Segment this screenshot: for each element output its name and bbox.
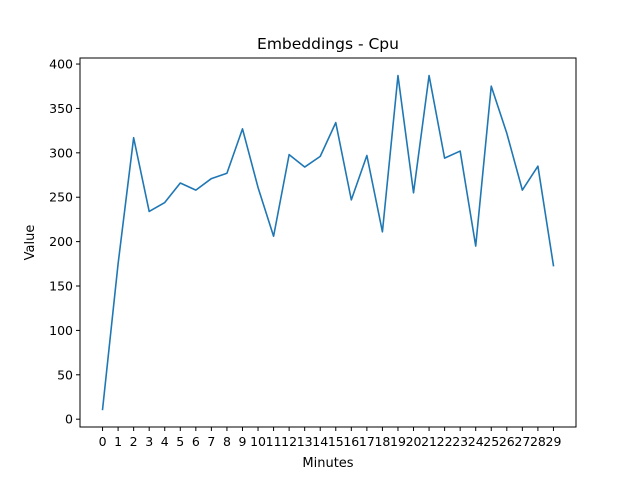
y-tick-label: 250 <box>49 190 73 205</box>
y-axis-label: Value <box>23 225 38 261</box>
series-line-cpu <box>101 74 555 411</box>
series-layer <box>101 74 555 411</box>
x-tick-label: 9 <box>239 434 247 449</box>
plot-frame <box>79 57 577 428</box>
y-tick-label: 200 <box>49 234 73 249</box>
x-tick-label: 18 <box>374 434 390 449</box>
plot-area-background <box>80 58 576 427</box>
x-tick-label: 17 <box>359 434 375 449</box>
x-tick-label: 5 <box>176 434 184 449</box>
x-tick-label: 0 <box>99 434 107 449</box>
x-tick-label: 22 <box>437 434 453 449</box>
x-axis-label: Minutes <box>302 456 353 471</box>
x-tick-label: 11 <box>266 434 282 449</box>
x-tick-label: 29 <box>546 434 562 449</box>
x-tick-label: 25 <box>483 434 499 449</box>
y-tick-label: 400 <box>49 57 73 72</box>
x-tick-label: 20 <box>406 434 422 449</box>
x-tick-label: 27 <box>514 434 530 449</box>
x-tick-label: 10 <box>250 434 266 449</box>
x-tick-label: 15 <box>328 434 344 449</box>
x-tick-label: 26 <box>499 434 515 449</box>
x-tick-label: 16 <box>343 434 359 449</box>
x-tick-label: 3 <box>145 434 153 449</box>
x-tick-label: 2 <box>130 434 138 449</box>
y-tick-label: 300 <box>49 145 73 160</box>
y-tick-label: 350 <box>49 101 73 116</box>
x-tick-label: 12 <box>281 434 297 449</box>
x-tick-label: 8 <box>223 434 231 449</box>
x-axis-ticks: 0 1 2 3 4 5 6 7 8 9 10 11 12 13 14 15 16 17 18 19 20 21 22 23 24… <box>99 427 562 449</box>
x-tick-label: 7 <box>207 434 215 449</box>
x-tick-label: 6 <box>192 434 200 449</box>
x-tick-label: 14 <box>312 434 328 449</box>
x-tick-label: 28 <box>530 434 546 449</box>
y-axis-ticks: 0 50 100 150 200 250 300 350 400 <box>49 57 80 427</box>
y-tick-label: 100 <box>49 323 73 338</box>
x-tick-label: 21 <box>421 434 437 449</box>
y-tick-label: 0 <box>65 412 73 427</box>
x-tick-label: 1 <box>114 434 122 449</box>
x-tick-label: 23 <box>452 434 468 449</box>
x-tick-label: 13 <box>297 434 313 449</box>
x-tick-label: 24 <box>468 434 484 449</box>
y-tick-label: 50 <box>57 367 73 382</box>
x-tick-label: 4 <box>161 434 169 449</box>
y-tick-label: 150 <box>49 279 73 294</box>
x-tick-label: 19 <box>390 434 406 449</box>
chart-title: Embeddings - Cpu <box>257 35 399 53</box>
